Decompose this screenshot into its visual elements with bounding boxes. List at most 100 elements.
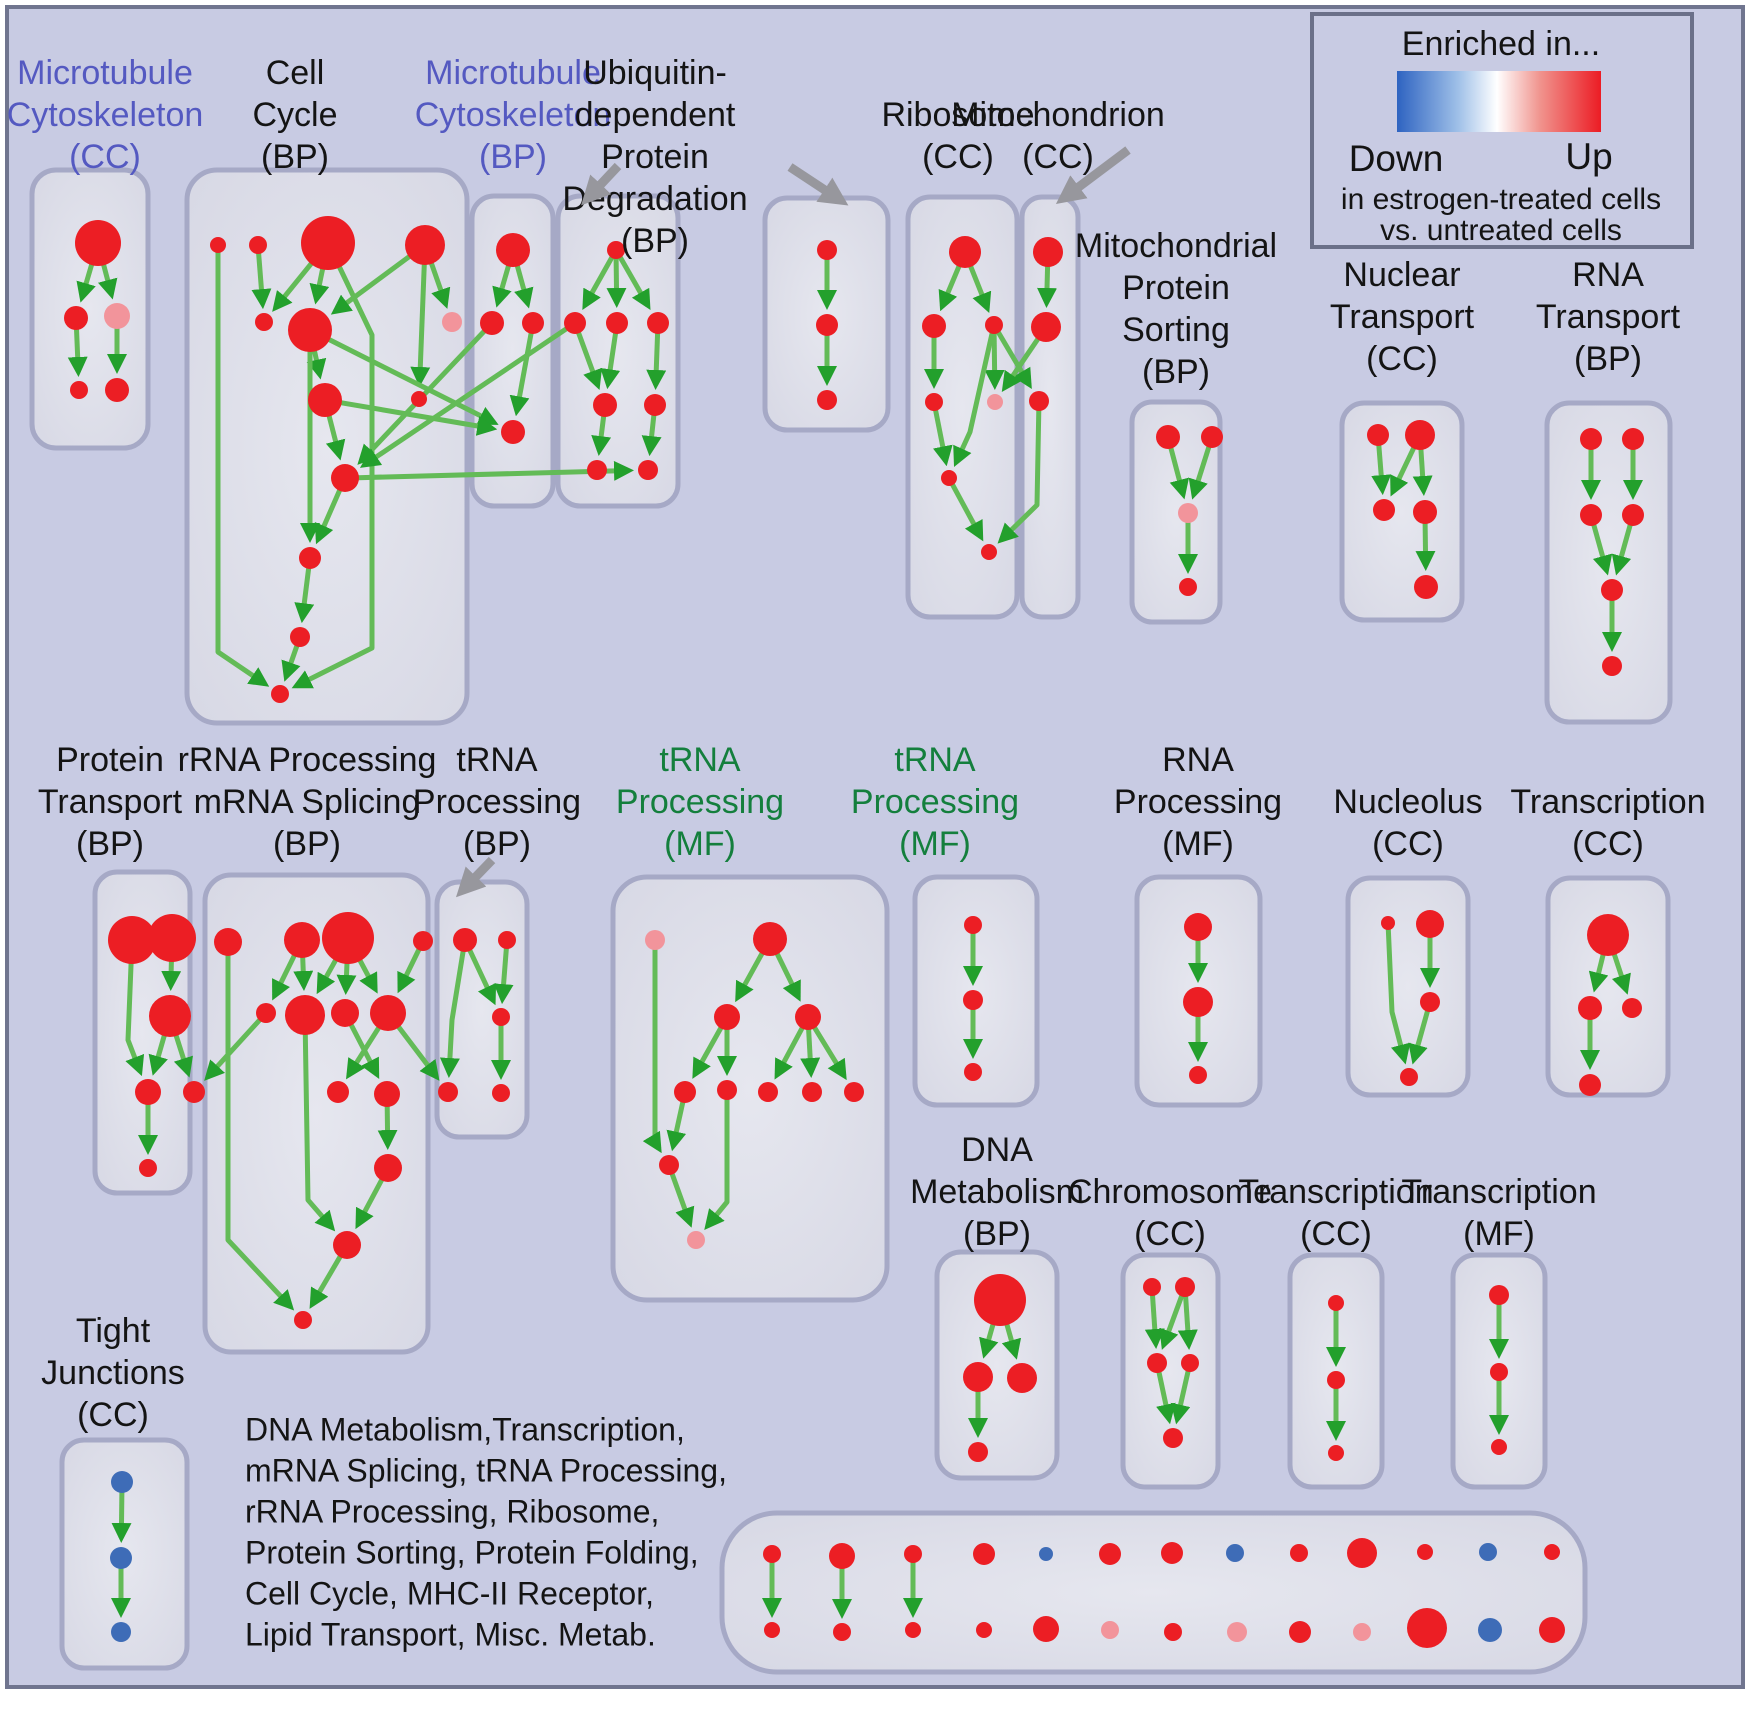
gene-node-up [964,916,982,934]
gene-node-up [753,922,787,956]
gene-node-up [370,995,406,1031]
cluster-label: Ribosome [881,96,1034,134]
gene-node-up [1579,1074,1601,1096]
cluster-label: (CC) [1372,825,1444,863]
edge-nucleolus-cc [1408,1010,1431,1065]
gene-node-up [285,995,325,1035]
gene-node-up [981,544,997,560]
gene-node-up [1381,916,1395,930]
legend-down-label: Down [1349,138,1444,179]
edge-cell-cycle-bp [215,252,270,687]
gene-node-up [1163,1428,1183,1448]
gene-node-mild-up [645,930,665,950]
gene-node-up [1367,424,1389,446]
legend-gradient-bar [1397,71,1601,132]
gene-node-up [1183,987,1213,1017]
gene-node-up [1007,1363,1037,1393]
gene-node-up [964,1063,982,1081]
gene-node-up [1417,1544,1433,1560]
gene-node-mild-up [1101,1621,1119,1639]
edge-protein-transport-bp [173,1034,193,1078]
gene-node-down [111,1471,133,1493]
gene-node-up [496,233,530,267]
cluster-label: Transport [1330,298,1475,336]
cluster-label: (BP) [463,825,531,863]
edge-protein-transport-bp [125,962,145,1077]
cluster-label: Transport [1536,298,1681,336]
cluster-label: Processing [1114,783,1282,821]
gene-node-up [976,1622,992,1638]
edge-cell-cycle-bp [291,265,375,689]
gene-node-up [288,308,332,352]
edge-chromosome-cc [1159,1294,1185,1350]
edge-tight-junctions-cc [111,1491,132,1543]
edge-trna-processing-mf-1 [735,951,765,1003]
edge-ubiquitin-degradation-bp-1 [591,415,612,457]
cluster-label: (BP) [479,138,547,176]
gene-node-up [606,312,628,334]
gene-node-up [1099,1543,1121,1565]
cluster-label: Ubiquitin- [583,54,727,92]
gene-node-up [1587,914,1629,956]
gene-node-up [1184,913,1212,941]
gene-node-up [674,1081,696,1103]
edge-cell-cycle-bp [314,488,343,545]
gene-node-up [973,1543,995,1565]
gene-node-up [1414,575,1438,599]
cluster-label: (CC) [1134,1215,1206,1253]
edge-ubiquitin-degradation-bp-1 [617,255,651,311]
cluster-label: (CC) [1366,340,1438,378]
gene-node-up [105,378,129,402]
gene-node-up [905,1622,921,1638]
edge-cell-cycle-bp [325,414,346,461]
cross-edge [357,460,634,481]
gene-node-up [802,1082,822,1102]
gene-node-up [659,1155,679,1175]
cross-edge [204,1018,262,1081]
gene-node-up [290,627,310,647]
cluster-label: tRNA [456,741,538,779]
edge-rna-transport-bp [1591,523,1613,576]
gene-node-up [607,241,625,259]
gene-node-up [968,1442,988,1462]
cluster-label: (MF) [1463,1215,1535,1253]
gene-node-mild-up [1227,1622,1247,1642]
edge-cell-cycle-bp [410,263,431,387]
cluster-label: Transcription [1510,783,1705,821]
edge-rrna-processing-mrna-splicing-bp [357,958,378,994]
legend-up-label: Up [1565,136,1612,177]
gene-node-mild-up [104,303,130,329]
edge-chromosome-cc [1170,1370,1191,1425]
gene-node-up [1033,237,1063,267]
edge-chromosome-cc [1177,1295,1198,1350]
edge-ribosome-cc [950,483,984,542]
edge-microtubule-cytoskeleton-bp [492,264,512,308]
cluster-label: Transcription [1238,1173,1433,1211]
edge-chromosome-cc [1144,1294,1165,1349]
gene-node-up [1161,1542,1183,1564]
label-pointer-arrow [1055,146,1131,205]
edge-nuclear-transport-cc [1412,448,1433,496]
cluster-label: RNA [1162,741,1234,779]
cluster-box-misc-enrichment-strip [719,1510,1588,1675]
edge-ubiquitin-degradation-bp-1 [606,257,627,308]
edge-rrna-processing-mrna-splicing-bp [336,962,357,995]
gene-node-up [413,931,433,951]
gene-node-up [587,460,607,480]
edge-trna-processing-bp [493,947,514,1005]
edge-protein-transport-bp [161,960,182,991]
edge-microtubule-cytoskeleton-bp [509,332,534,417]
edge-cell-cycle-bp [306,349,327,380]
cluster-label: Chromosome [1068,1173,1272,1211]
cluster-label: (MF) [664,825,736,863]
edge-ribosome-cc [968,264,992,313]
gene-node-up [1578,996,1602,1020]
gene-node-up [1400,1068,1418,1086]
gene-node-up [331,999,359,1027]
edge-ribosome-cc [932,409,953,467]
gene-node-up [647,312,669,334]
gene-node-up [70,381,88,399]
gene-node-up [374,1081,400,1107]
gene-node-up [405,225,445,265]
